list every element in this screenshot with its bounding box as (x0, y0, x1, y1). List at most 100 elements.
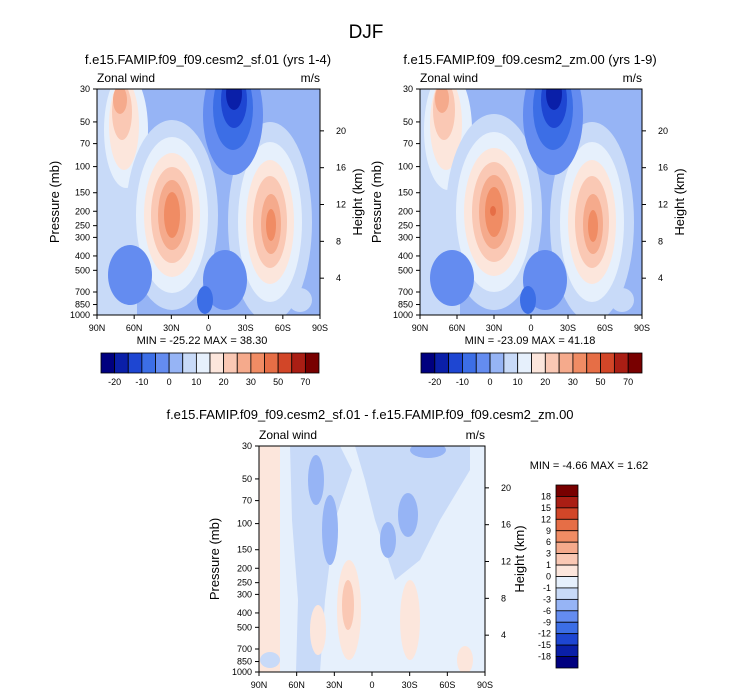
y-tick-label: 50 (403, 117, 413, 127)
y-tick-label: 70 (242, 496, 252, 506)
colorbar-swatch (600, 352, 615, 374)
y-tick-label: 50 (242, 474, 252, 484)
x-tick-label: 60N (126, 323, 143, 333)
colorbar-swatch (555, 598, 579, 612)
colorbar-label: -20 (428, 377, 441, 387)
x-tick-label: 30N (163, 323, 180, 333)
colorbar-label: 20 (540, 377, 550, 387)
colorbar-swatch (462, 352, 477, 374)
colorbar-label: 9 (546, 526, 551, 536)
y-tick-label: 700 (398, 287, 413, 297)
panel-3-ylabel: Pressure (mb) (207, 518, 222, 600)
panel-3-stats: MIN = -4.66 MAX = 1.62 (530, 460, 649, 472)
y-tick-label: 250 (75, 221, 90, 231)
colorbar-swatch (555, 484, 579, 497)
colorbar-swatch (555, 541, 579, 555)
y-tick-label: 1000 (70, 310, 90, 320)
colorbar-label: -20 (108, 377, 121, 387)
colorbar-swatch (627, 352, 643, 374)
colorbar-swatch (555, 621, 579, 635)
x-tick-label: 0 (528, 323, 533, 333)
colorbar-label: 3 (546, 549, 551, 559)
colorbar-swatch (503, 352, 519, 374)
y2-tick-label: 16 (658, 163, 668, 173)
colorbar-label: -10 (135, 377, 148, 387)
x-tick-label: 60S (597, 323, 613, 333)
panel-3-y2label: Height (km) (512, 525, 527, 592)
panel-3-contours (259, 446, 485, 672)
y-tick-label: 150 (398, 188, 413, 198)
colorbar-swatch (434, 352, 450, 374)
x-tick-label: 60S (275, 323, 291, 333)
colorbar-swatch (291, 352, 306, 374)
x-tick-label: 30N (326, 680, 343, 690)
colorbar-swatch (555, 496, 579, 509)
y2-tick-label: 12 (336, 200, 346, 210)
colorbar-swatch (420, 352, 436, 374)
colorbar-swatch (264, 352, 279, 374)
y-tick-label: 850 (75, 300, 90, 310)
panel-1-units: m/s (301, 71, 320, 85)
colorbar-swatch (555, 564, 579, 577)
colorbar-swatch (555, 530, 579, 543)
colorbar-swatch (277, 352, 293, 374)
y-tick-label: 100 (398, 162, 413, 172)
panel-2-y2label: Height (km) (672, 168, 687, 235)
colorbar-label: 15 (541, 503, 551, 513)
colorbar-swatch (448, 352, 463, 374)
y-tick-label: 250 (398, 221, 413, 231)
colorbar-label: 10 (191, 377, 201, 387)
colorbar-swatch (127, 352, 143, 374)
y-tick-label: 50 (80, 117, 90, 127)
y-tick-label: 1000 (232, 667, 252, 677)
x-tick-label: 90S (477, 680, 493, 690)
y-tick-label: 30 (403, 84, 413, 94)
colorbar-swatch (555, 518, 579, 532)
colorbar-label: 30 (246, 377, 256, 387)
colorbar-swatch (555, 633, 579, 646)
x-tick-label: 30N (486, 323, 503, 333)
panel-1-y2label: Height (km) (350, 168, 365, 235)
y-tick-label: 200 (398, 206, 413, 216)
panel-1: f.e15.FAMIP.f09_f09.cesm2_sf.01 (yrs 1-4… (47, 52, 365, 387)
y2-tick-label: 4 (501, 630, 506, 640)
colorbar-swatch (544, 352, 560, 374)
colorbar-swatch (555, 587, 579, 600)
y-tick-label: 30 (242, 441, 252, 451)
colorbar-swatch (613, 352, 629, 374)
colorbar-swatch (531, 352, 546, 374)
y-tick-label: 300 (75, 232, 90, 242)
panel-3-variable: Zonal wind (259, 428, 317, 442)
y-tick-label: 500 (75, 265, 90, 275)
y-tick-label: 150 (237, 545, 252, 555)
y-tick-label: 100 (75, 162, 90, 172)
colorbar-label: -6 (543, 606, 551, 616)
panel-1-stats: MIN = -25.22 MAX = 38.30 (137, 335, 268, 347)
colorbar-swatch (195, 352, 211, 374)
x-tick-label: 0 (206, 323, 211, 333)
y-tick-label: 500 (398, 265, 413, 275)
x-tick-label: 30S (402, 680, 418, 690)
x-tick-label: 60N (288, 680, 305, 690)
y-tick-label: 850 (237, 657, 252, 667)
x-tick-label: 90N (251, 680, 268, 690)
x-tick-label: 60S (439, 680, 455, 690)
colorbar-label: 0 (546, 572, 551, 582)
x-tick-label: 90S (312, 323, 328, 333)
colorbar-swatch (555, 507, 579, 520)
x-tick-label: 30S (238, 323, 254, 333)
panel-2-colorbar: -20 -10 0 10 20 30 50 70 (420, 352, 643, 387)
panel-2-variable: Zonal wind (420, 71, 478, 85)
colorbar-swatch (555, 656, 579, 669)
colorbar-label: -9 (543, 617, 551, 627)
y-tick-label: 70 (403, 139, 413, 149)
y-tick-label: 400 (398, 251, 413, 261)
colorbar-label: 70 (300, 377, 310, 387)
panel-1-ylabel: Pressure (mb) (47, 161, 62, 243)
panel-2-units: m/s (623, 71, 642, 85)
y-tick-label: 850 (398, 300, 413, 310)
colorbar-label: 0 (488, 377, 493, 387)
colorbar-swatch (155, 352, 170, 374)
colorbar-swatch (572, 352, 588, 374)
y-tick-label: 400 (237, 608, 252, 618)
